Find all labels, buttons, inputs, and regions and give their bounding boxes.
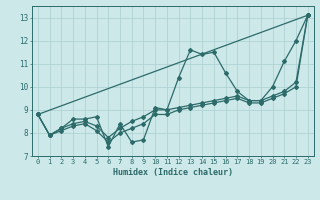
X-axis label: Humidex (Indice chaleur): Humidex (Indice chaleur): [113, 168, 233, 177]
